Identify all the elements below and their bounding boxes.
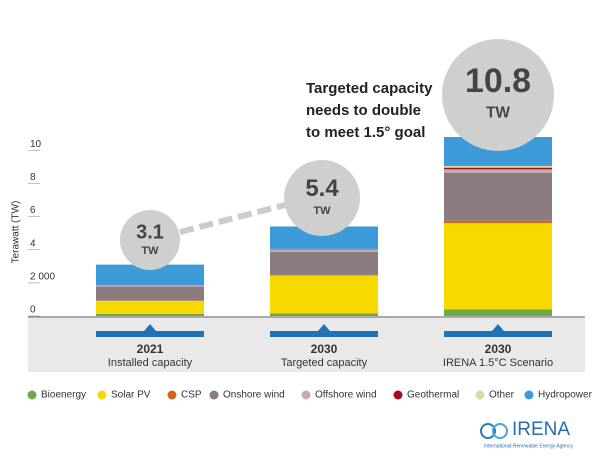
bar-segment	[444, 167, 552, 170]
legend-marker	[167, 390, 177, 400]
total-circle	[284, 160, 360, 236]
total-circle	[120, 210, 180, 270]
total-unit: TW	[313, 205, 331, 217]
bar-segment	[444, 166, 552, 168]
legend-label: Other	[489, 390, 515, 401]
category-year: 2021	[137, 342, 164, 356]
bar-segment	[96, 300, 204, 315]
legend-label: Offshore wind	[315, 390, 377, 401]
y-tick-label: 6	[30, 205, 36, 216]
logo-name: IRENA	[512, 419, 570, 440]
bar-segment	[444, 309, 552, 316]
annotation: to meet 1.5° goal	[306, 124, 425, 141]
category-label: Targeted capacity	[281, 357, 368, 369]
category-marker	[444, 331, 552, 337]
bar-segment	[270, 250, 378, 252]
legend-marker	[393, 390, 403, 400]
category-year: 2030	[485, 342, 512, 356]
category-marker-tip	[492, 324, 504, 331]
bar-segment	[96, 264, 204, 286]
legend-label: Hydropower	[538, 390, 593, 401]
total-circle	[442, 39, 554, 151]
logo-ring	[492, 423, 508, 439]
legend-marker	[97, 390, 107, 400]
category-band	[28, 318, 585, 372]
legend-label: Solar PV	[111, 390, 151, 401]
y-tick-label: 4	[30, 238, 36, 249]
total-unit: TW	[141, 245, 159, 257]
annotation: needs to double	[306, 102, 421, 119]
connector	[179, 202, 286, 235]
category-label: IRENA 1.5°C Scenario	[443, 357, 553, 369]
y-axis-label: Terawatt (TW)	[11, 201, 22, 264]
bar-segment	[96, 286, 204, 301]
logo-tagline: International Renewable Energy Agency	[484, 443, 573, 449]
bar-segment	[444, 223, 552, 310]
bar-segment	[270, 275, 378, 314]
logo-ring	[480, 423, 496, 439]
legend-marker	[27, 390, 37, 400]
category-marker-tip	[318, 324, 330, 331]
bar-segment	[444, 220, 552, 224]
y-tick-label: 10	[30, 139, 42, 150]
legend-label: Geothermal	[407, 390, 459, 401]
y-tick-label: 2 000	[30, 271, 55, 282]
y-tick-label: 8	[30, 172, 36, 183]
total-value: 5.4	[305, 175, 339, 202]
legend-marker	[524, 390, 534, 400]
bar-segment	[444, 172, 552, 221]
total-value: 10.8	[465, 62, 531, 100]
legend-marker	[475, 390, 485, 400]
legend-label: Bioenergy	[41, 390, 86, 401]
bar-segment	[96, 314, 204, 316]
y-tick-label: 0	[30, 305, 36, 316]
legend-marker	[301, 390, 311, 400]
bar-segment	[270, 251, 378, 275]
bar-segment	[444, 169, 552, 173]
total-value: 3.1	[136, 221, 164, 243]
logo: IRENA International Renewable Energy Age…	[480, 419, 573, 449]
legend-label: CSP	[181, 390, 202, 401]
category-label: Installed capacity	[108, 357, 193, 369]
category-year: 2030	[311, 342, 338, 356]
bar-segment	[270, 248, 378, 250]
category-marker	[270, 331, 378, 337]
legend-label: Onshore wind	[223, 390, 285, 401]
legend-marker	[209, 390, 219, 400]
total-unit: TW	[486, 105, 510, 122]
bar-segment	[270, 226, 378, 249]
bar-segment	[270, 313, 378, 316]
category-marker-tip	[144, 324, 156, 331]
bar-segment	[96, 286, 204, 287]
category-marker	[96, 331, 204, 337]
annotation: Targeted capacity	[306, 80, 433, 97]
